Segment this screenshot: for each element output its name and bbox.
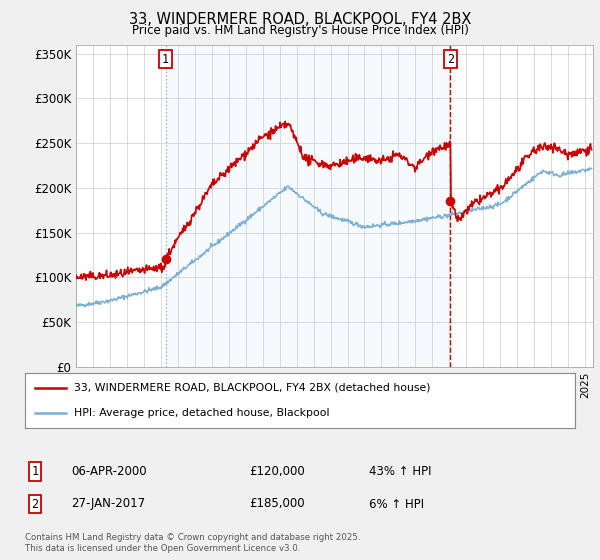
Text: 2: 2 (447, 53, 454, 66)
Text: 27-JAN-2017: 27-JAN-2017 (71, 497, 145, 511)
Text: Contains HM Land Registry data © Crown copyright and database right 2025.
This d: Contains HM Land Registry data © Crown c… (25, 533, 361, 553)
Text: Price paid vs. HM Land Registry's House Price Index (HPI): Price paid vs. HM Land Registry's House … (131, 24, 469, 36)
Text: 33, WINDERMERE ROAD, BLACKPOOL, FY4 2BX (detached house): 33, WINDERMERE ROAD, BLACKPOOL, FY4 2BX … (74, 383, 430, 393)
Text: 33, WINDERMERE ROAD, BLACKPOOL, FY4 2BX: 33, WINDERMERE ROAD, BLACKPOOL, FY4 2BX (129, 12, 471, 27)
Text: 1: 1 (162, 53, 169, 66)
Text: 2: 2 (31, 497, 38, 511)
Text: 6% ↑ HPI: 6% ↑ HPI (369, 497, 424, 511)
Text: 43% ↑ HPI: 43% ↑ HPI (369, 465, 431, 478)
Bar (166, 45, 451, 367)
Text: HPI: Average price, detached house, Blackpool: HPI: Average price, detached house, Blac… (74, 408, 329, 418)
Text: £185,000: £185,000 (249, 497, 305, 511)
Text: 06-APR-2000: 06-APR-2000 (71, 465, 146, 478)
Text: 1: 1 (31, 465, 38, 478)
Text: £120,000: £120,000 (249, 465, 305, 478)
